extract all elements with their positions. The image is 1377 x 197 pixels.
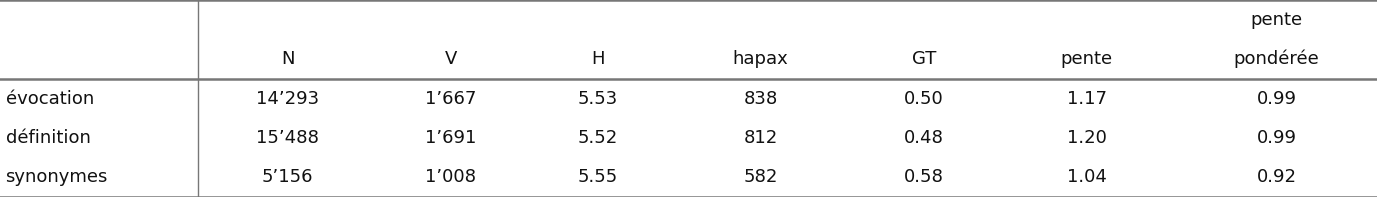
Text: 1’008: 1’008 <box>425 168 476 186</box>
Text: GT: GT <box>912 50 936 68</box>
Text: évocation: évocation <box>6 89 94 108</box>
Text: 15’488: 15’488 <box>256 129 319 147</box>
Text: 812: 812 <box>744 129 778 147</box>
Text: 14’293: 14’293 <box>256 89 319 108</box>
Text: 0.58: 0.58 <box>903 168 943 186</box>
Text: 1.17: 1.17 <box>1067 89 1107 108</box>
Text: 1’691: 1’691 <box>425 129 476 147</box>
Text: V: V <box>445 50 457 68</box>
Text: synonymes: synonymes <box>6 168 107 186</box>
Text: 0.99: 0.99 <box>1257 89 1297 108</box>
Text: 0.92: 0.92 <box>1257 168 1297 186</box>
Text: hapax: hapax <box>733 50 789 68</box>
Text: 5.53: 5.53 <box>577 89 618 108</box>
Text: pente: pente <box>1060 50 1113 68</box>
Text: 0.48: 0.48 <box>903 129 943 147</box>
Text: 1’667: 1’667 <box>425 89 476 108</box>
Text: 582: 582 <box>744 168 778 186</box>
Text: 5.52: 5.52 <box>577 129 618 147</box>
Text: 1.04: 1.04 <box>1067 168 1107 186</box>
Text: 0.50: 0.50 <box>903 89 943 108</box>
Text: 5.55: 5.55 <box>577 168 618 186</box>
Text: 1.20: 1.20 <box>1067 129 1107 147</box>
Text: H: H <box>591 50 605 68</box>
Text: pente: pente <box>1250 11 1303 29</box>
Text: 838: 838 <box>744 89 778 108</box>
Text: 5’156: 5’156 <box>262 168 314 186</box>
Text: pondérée: pondérée <box>1234 50 1319 68</box>
Text: N: N <box>281 50 295 68</box>
Text: définition: définition <box>6 129 91 147</box>
Text: 0.99: 0.99 <box>1257 129 1297 147</box>
